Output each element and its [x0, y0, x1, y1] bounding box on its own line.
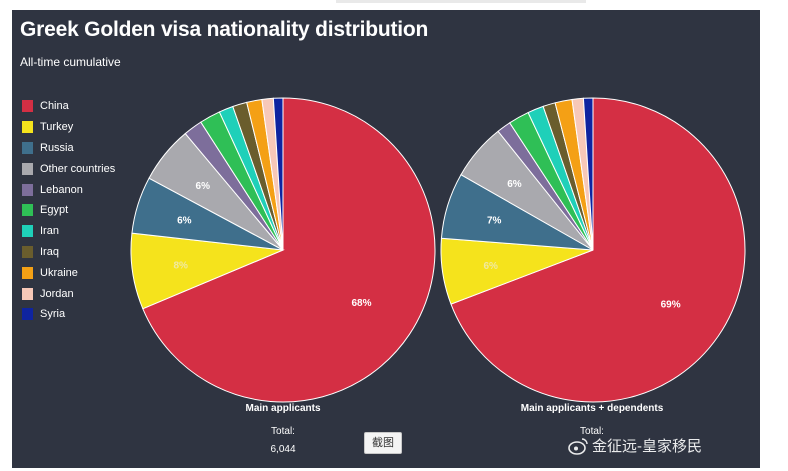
page-top-strip [336, 0, 586, 3]
page-right-strip [760, 10, 788, 468]
legend-swatch [22, 121, 33, 134]
legend-swatch [22, 287, 33, 300]
pie2-caption: Main applicants + dependents [520, 403, 664, 414]
pie-1: 68% 8% 6% 6% [130, 97, 436, 403]
pie2-label-other-countries: 6% [507, 179, 522, 190]
weibo-logo-icon [568, 437, 588, 455]
pie2-total-label: Total: [580, 426, 604, 437]
legend-label: Iran [40, 225, 59, 238]
legend-label: Turkey [40, 121, 74, 134]
legend-item: Jordan [22, 283, 115, 304]
crop-button[interactable]: 截图 [364, 432, 402, 454]
legend-label: Lebanon [40, 183, 83, 196]
legend-label: Iraq [40, 245, 59, 258]
legend-item: Iraq [22, 242, 115, 263]
legend-item: Other countries [22, 158, 115, 179]
legend: China Turkey Russia Other countries Lebanon E… [22, 96, 115, 325]
legend-item: China [22, 96, 115, 117]
legend-label: Russia [40, 141, 74, 154]
legend-item: Egypt [22, 200, 115, 221]
pie1-label-russia: 6% [177, 215, 192, 226]
legend-swatch [22, 225, 33, 238]
legend-item: Russia [22, 138, 115, 159]
watermark: 金征远-皇家移民 [568, 435, 702, 456]
chart-card: Greek Golden visa nationality distributi… [12, 10, 760, 468]
pie1-label-turkey: 8% [173, 261, 188, 272]
pie1-label-other-countries: 6% [196, 181, 211, 192]
legend-swatch [22, 308, 33, 321]
pie2-label-china: 69% [661, 299, 681, 310]
legend-label: Other countries [40, 162, 116, 175]
pie-2: 69% 6% 7% 6% [440, 97, 746, 403]
legend-item: Syria [22, 304, 115, 325]
chart-title: Greek Golden visa nationality distributi… [20, 18, 429, 41]
legend-swatch [22, 162, 33, 175]
pie1-label-china: 68% [351, 298, 371, 309]
legend-swatch [22, 245, 33, 258]
pie1-total-value: 6,044 [270, 444, 296, 455]
pie2-slice-syria [582, 97, 594, 251]
legend-item: Ukraine [22, 262, 115, 283]
legend-label: China [40, 100, 69, 113]
pie2-label-turkey: 6% [483, 261, 498, 272]
pie2-label-russia: 7% [487, 216, 502, 227]
pie1-slice-syria [272, 97, 284, 251]
legend-swatch [22, 183, 33, 196]
legend-swatch [22, 204, 33, 217]
legend-item: Turkey [22, 117, 115, 138]
chart-subtitle: All-time cumulative [20, 55, 121, 69]
legend-swatch [22, 100, 33, 113]
legend-label: Jordan [40, 287, 74, 300]
pie1-total-label: Total: [271, 426, 295, 437]
legend-swatch [22, 141, 33, 154]
legend-label: Syria [40, 308, 66, 321]
pie1-slice-china [142, 97, 436, 403]
legend-swatch [22, 266, 33, 279]
pie2-slice-china [450, 97, 746, 403]
pie1-caption: Main applicants [245, 403, 321, 414]
pie-charts: 68% 8% 6% 6% 69% 6% 7% 6% [130, 97, 746, 403]
legend-item: Iran [22, 221, 115, 242]
legend-item: Lebanon [22, 179, 115, 200]
watermark-text: 金征远-皇家移民 [592, 438, 702, 455]
legend-label: Ukraine [40, 266, 78, 279]
legend-label: Egypt [40, 204, 69, 217]
